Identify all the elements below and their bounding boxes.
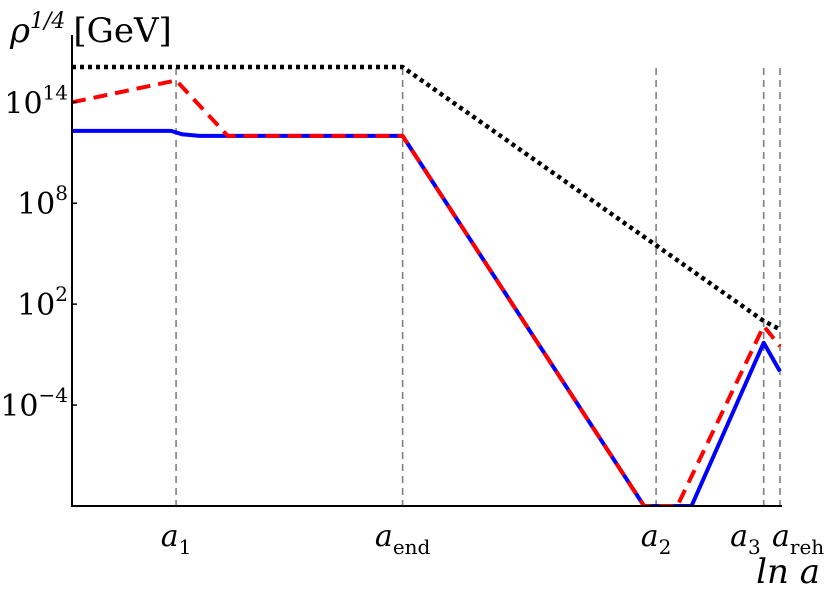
x-tick-label-a3: a3 [730,519,761,559]
x-tick-label-a1: a1 [161,519,192,559]
x-tick-label-aend: aend [375,519,431,559]
y-tick-labels: 1014 108 102 10−4 [0,80,77,424]
y-tick-label: 108 [17,181,68,222]
y-axis-label-unit: [GeV] [73,11,171,51]
x-tick-label-areh: areh [772,519,824,559]
y-axis-label-exponent: 1/4 [30,9,65,34]
y-axis-label-symbol: ρ [9,11,30,51]
y-tick-label: 1014 [4,80,68,121]
y-tick-label: 102 [17,282,68,323]
x-tick-labels: a1 aend a2 a3 areh [161,519,825,559]
axes [71,35,782,507]
series-blue-solid [72,128,782,506]
series-red-dashed [72,78,782,506]
series-black-dotted [72,64,782,332]
x-axis-label: ln a [756,552,820,591]
y-axis-label: ρ1/4 [GeV] [9,9,172,51]
y-tick-label: 10−4 [0,383,68,424]
vertical-guides [175,68,781,506]
series-group [72,64,782,506]
x-tick-label-a2: a2 [641,519,672,559]
